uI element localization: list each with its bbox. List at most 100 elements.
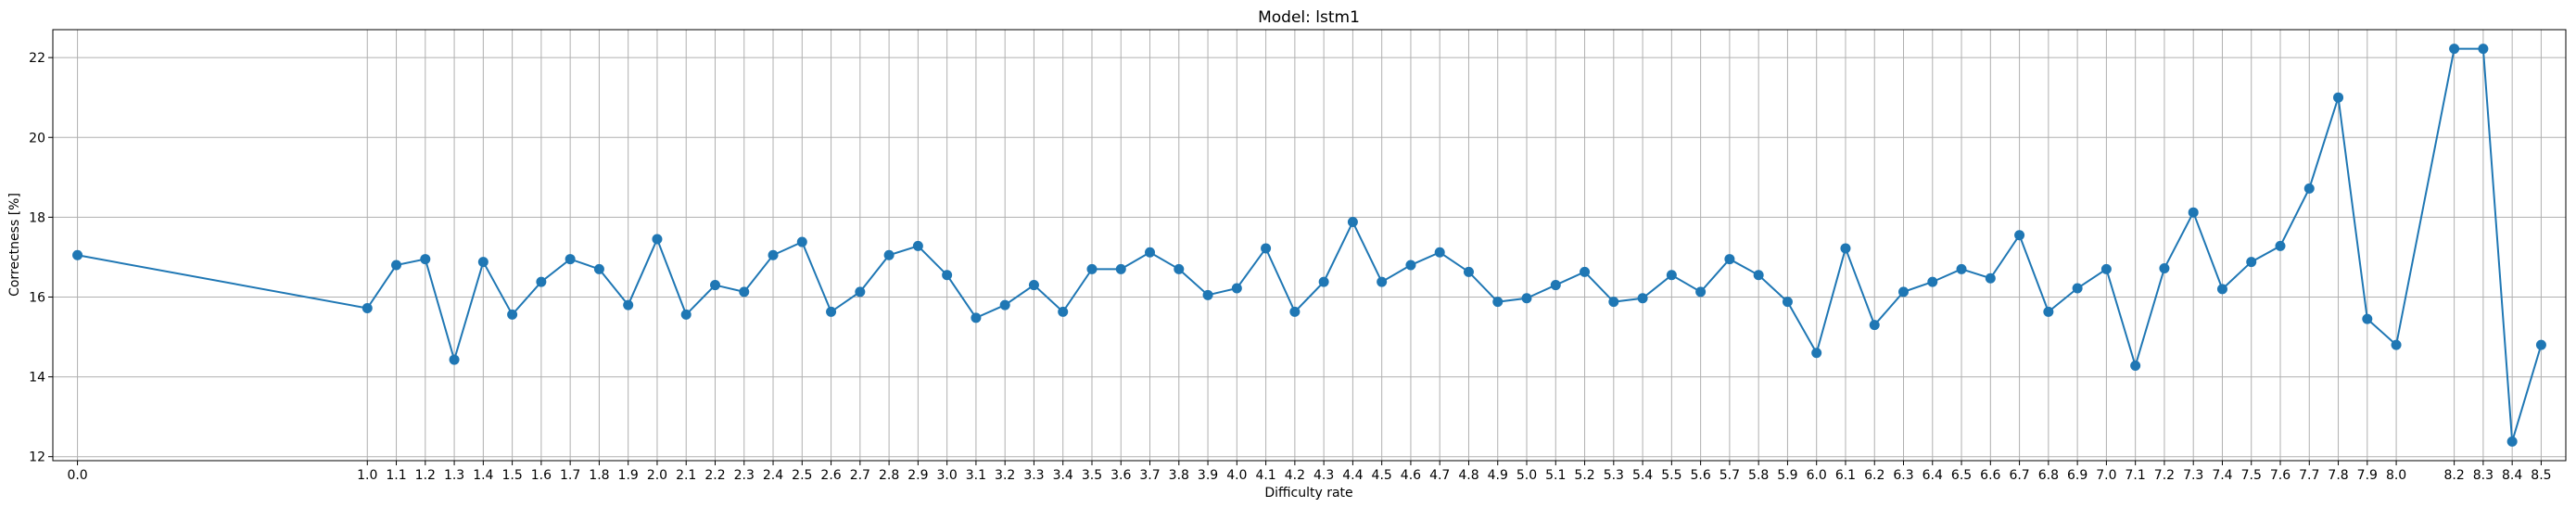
x-tick-label: 2.4 <box>763 468 783 483</box>
x-tick-label: 8.2 <box>2443 468 2464 483</box>
data-point <box>883 249 895 260</box>
x-tick-label: 2.6 <box>820 468 841 483</box>
data-point <box>536 276 547 287</box>
x-tick-label: 1.5 <box>501 468 522 483</box>
data-point <box>2043 306 2054 317</box>
data-point <box>999 299 1010 311</box>
x-tick-label: 1.4 <box>473 468 493 483</box>
data-point <box>1174 263 1185 274</box>
data-point <box>1086 263 1098 274</box>
data-point <box>72 249 83 260</box>
x-tick-label: 2.0 <box>647 468 667 483</box>
data-point <box>449 354 460 365</box>
x-tick-label: 3.7 <box>1139 468 1160 483</box>
series-group <box>72 44 2546 447</box>
data-point <box>2391 339 2402 350</box>
x-tick-label: 5.7 <box>1719 468 1740 483</box>
x-tick-label: 6.8 <box>2038 468 2059 483</box>
x-tick-label: 3.1 <box>966 468 986 483</box>
data-point <box>1666 270 1677 281</box>
data-point <box>971 312 982 323</box>
data-point <box>652 234 663 245</box>
plot-frame <box>52 29 2567 462</box>
x-tick-label: 4.7 <box>1429 468 1450 483</box>
x-tick-label: 5.9 <box>1777 468 1797 483</box>
data-point <box>1898 286 1910 298</box>
data-point <box>2014 230 2025 241</box>
data-point <box>709 280 720 291</box>
x-tick-label: 6.1 <box>1835 468 1856 483</box>
data-point <box>1058 306 1069 317</box>
x-tick-label: 3.9 <box>1198 468 1218 483</box>
data-point <box>1202 289 1213 300</box>
x-tick-label: 7.8 <box>2328 468 2348 483</box>
data-point <box>1521 293 1532 304</box>
x-tick-label: 4.5 <box>1372 468 1392 483</box>
data-point <box>1608 297 1619 308</box>
data-point <box>2478 44 2489 55</box>
y-tick-label: 12 <box>29 450 45 465</box>
x-tick-label: 3.4 <box>1053 468 1073 483</box>
data-point <box>912 240 923 251</box>
x-tick-label: 1.9 <box>618 468 639 483</box>
x-tick-label: 7.0 <box>2096 468 2116 483</box>
data-point <box>1492 297 1504 308</box>
grid <box>53 30 2566 461</box>
data-point <box>420 254 431 265</box>
y-tick-label: 20 <box>29 131 45 146</box>
x-tick-label: 6.3 <box>1893 468 1913 483</box>
data-point <box>2130 361 2141 372</box>
data-point <box>1550 280 1561 291</box>
x-tick-label: 7.9 <box>2357 468 2378 483</box>
x-tick-label: 6.4 <box>1922 468 1943 483</box>
data-point <box>2216 284 2227 295</box>
x-tick-label: 2.9 <box>907 468 928 483</box>
y-tick-label: 22 <box>29 51 45 66</box>
data-point <box>2072 283 2083 294</box>
data-point <box>391 260 402 271</box>
x-tick-label: 2.7 <box>850 468 870 483</box>
data-point <box>1434 247 1445 258</box>
x-tick-label: 7.1 <box>2126 468 2146 483</box>
x-tick-label: 6.5 <box>1951 468 1972 483</box>
data-point <box>362 303 373 314</box>
y-tick-label: 18 <box>29 210 45 225</box>
x-axis-ticks: 0.0 1.0 1.1 1.2 1.3 1.4 1.5 1.6 1.7 1.8 1.9 2.0 2.1 2… <box>67 461 2552 483</box>
x-tick-label: 1.8 <box>589 468 609 483</box>
data-point <box>1231 283 1242 294</box>
data-point <box>507 309 518 320</box>
data-point <box>2100 263 2112 274</box>
data-point <box>1724 254 1735 265</box>
x-tick-label: 4.2 <box>1285 468 1305 483</box>
data-point <box>2275 240 2286 251</box>
x-tick-label: 5.2 <box>1574 468 1594 483</box>
x-tick-label: 4.1 <box>1255 468 1275 483</box>
x-tick-label: 4.0 <box>1226 468 1247 483</box>
x-axis-title: Difficulty rate <box>1264 486 1352 501</box>
data-point <box>1695 286 1707 298</box>
x-tick-label: 5.5 <box>1661 468 1681 483</box>
x-tick-label: 1.2 <box>415 468 436 483</box>
data-point <box>1811 348 1822 359</box>
data-point <box>1927 276 1938 287</box>
x-tick-label: 6.6 <box>1980 468 2000 483</box>
data-point <box>2188 207 2199 218</box>
x-tick-label: 7.6 <box>2270 468 2290 483</box>
data-point <box>1028 280 1039 291</box>
x-tick-label: 1.7 <box>560 468 580 483</box>
x-tick-label: 0.0 <box>67 468 87 483</box>
x-tick-label: 8.0 <box>2386 468 2406 483</box>
x-tick-label: 1.1 <box>386 468 406 483</box>
data-point <box>2159 262 2170 273</box>
data-point <box>1145 247 1156 258</box>
y-axis-ticks: 12 14 16 18 20 22 <box>29 51 53 465</box>
data-point <box>1289 306 1301 317</box>
data-point <box>1463 266 1474 277</box>
x-tick-label: 5.6 <box>1690 468 1710 483</box>
y-tick-label: 16 <box>29 290 45 305</box>
x-tick-label: 7.2 <box>2154 468 2175 483</box>
y-axis-title: Correctness [%] <box>7 193 22 297</box>
x-tick-label: 2.5 <box>792 468 812 483</box>
data-point <box>2449 44 2460 55</box>
data-point <box>1840 243 1851 254</box>
